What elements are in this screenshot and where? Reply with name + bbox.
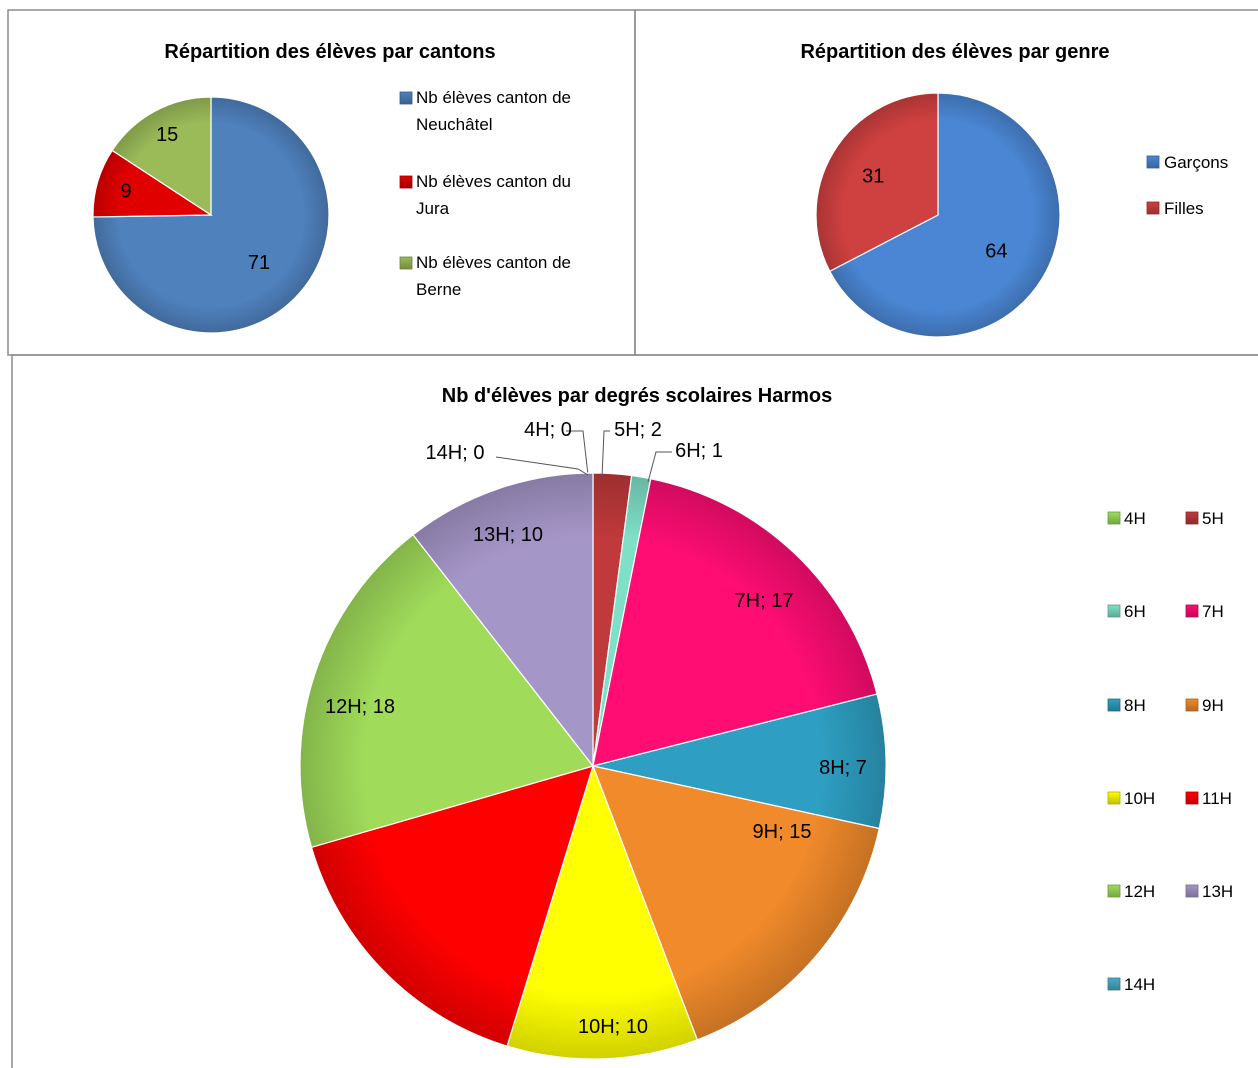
- pie-slice-nb-l-ves-canton-de-berne: [111, 96, 212, 217]
- data-label: 9H; 15: [753, 821, 812, 843]
- legend-swatch: [399, 175, 413, 189]
- data-label: 9: [120, 180, 131, 202]
- pie-slice-13h: [412, 472, 594, 768]
- pie-slice-12h: [299, 533, 595, 849]
- data-label: 10H; 10: [578, 1016, 648, 1038]
- pie-slice-9h: [592, 765, 880, 1041]
- data-label: 6H; 1: [675, 440, 723, 462]
- legend-label: 10H: [1124, 789, 1155, 808]
- legend-harmos: 4H 5H 6H 7H 8H 9H 10H 11H 12H 13H 14H: [1107, 509, 1233, 994]
- legend-label: 11H: [1202, 789, 1232, 808]
- data-label: 7H; 17: [735, 590, 794, 612]
- data-label: 12H; 18: [325, 696, 395, 718]
- legend-label: 7H: [1202, 602, 1224, 621]
- legend-swatch: [1146, 201, 1160, 215]
- data-label: 14H; 0: [426, 442, 485, 464]
- legend-swatch: [1185, 791, 1199, 805]
- legend-swatch: [1107, 977, 1121, 991]
- pie-slice-10h: [506, 764, 699, 1060]
- data-label: 64: [985, 241, 1007, 263]
- pie-harmos: 4H; 0 5H; 2 6H; 1 7H; 17 8H; 7 9H; 15 10H; 10 1…: [299, 419, 887, 1060]
- legend-swatch: [1185, 511, 1199, 525]
- legend-cantons: Nb élèves canton de Neuchâtel Nb élèves ca…: [399, 88, 571, 299]
- chart-title-harmos: Nb d'élèves par degrés scolaires Harmos: [442, 385, 833, 407]
- data-label: 15: [156, 124, 178, 146]
- legend-swatch: [1146, 155, 1160, 169]
- pie-slice-8h: [592, 693, 887, 830]
- legend-genre: Garçons Filles: [1146, 153, 1228, 218]
- legend-label: Neuchâtel: [416, 115, 493, 134]
- data-label: 13H; 10: [473, 524, 543, 546]
- legend-swatch: [1107, 698, 1121, 712]
- chart-title-cantons: Répartition des élèves par cantons: [164, 41, 495, 63]
- pie-slice-7h: [592, 478, 878, 767]
- legend-label: Garçons: [1164, 153, 1228, 172]
- legend-label: 4H: [1124, 509, 1146, 528]
- legend-label: 6H: [1124, 602, 1146, 621]
- legend-label: Nb élèves canton de: [416, 88, 571, 107]
- legend-label: 13H: [1202, 882, 1233, 901]
- legend-swatch: [399, 91, 413, 105]
- legend-swatch: [399, 256, 413, 270]
- leader-line: [601, 430, 610, 478]
- legend-label: 12H: [1124, 882, 1155, 901]
- data-label: 71: [248, 252, 270, 274]
- data-label: 5H; 2: [614, 419, 662, 441]
- legend-swatch: [1185, 698, 1199, 712]
- legend-label: Jura: [416, 199, 450, 218]
- legend-swatch: [1185, 884, 1199, 898]
- panel-harmos-frame: [11, 354, 1258, 1068]
- leader-line: [647, 451, 672, 483]
- data-label: 4H; 0: [524, 419, 572, 441]
- pie-cantons: 71 9 15: [92, 96, 330, 334]
- legend-label: 14H: [1124, 975, 1155, 994]
- legend-label: Nb élèves canton du: [416, 172, 571, 191]
- leader-line: [566, 430, 589, 476]
- pie-genre: 64 31: [815, 92, 1061, 338]
- legend-label: 5H: [1202, 509, 1224, 528]
- legend-swatch: [1185, 604, 1199, 618]
- legend-label: Filles: [1164, 199, 1204, 218]
- pie-slice-filles: [815, 92, 939, 273]
- data-label: 31: [862, 166, 884, 188]
- legend-label: Berne: [416, 280, 461, 299]
- pie-slice-gar-ons: [828, 92, 1061, 338]
- pie-slice-11h: [310, 765, 594, 1047]
- legend-swatch: [1107, 511, 1121, 525]
- legend-label: Nb élèves canton de: [416, 253, 571, 272]
- legend-swatch: [1107, 884, 1121, 898]
- legend-swatch: [1107, 791, 1121, 805]
- legend-label: 8H: [1124, 696, 1146, 715]
- chart-title-genre: Répartition des élèves par genre: [800, 41, 1109, 63]
- legend-label: 9H: [1202, 696, 1224, 715]
- legend-swatch: [1107, 604, 1121, 618]
- leader-line: [495, 456, 589, 476]
- data-label: 8H; 7: [819, 757, 867, 779]
